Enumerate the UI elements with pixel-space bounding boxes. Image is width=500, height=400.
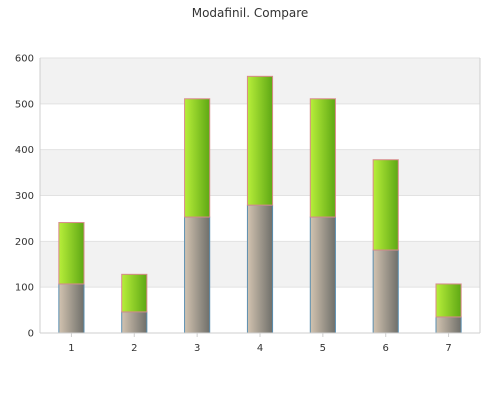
- y-tick-label: 600: [15, 54, 34, 65]
- bar-lower-1[interactable]: [58, 283, 85, 334]
- bar-upper-6[interactable]: [372, 159, 399, 251]
- x-tick-label: 3: [194, 343, 200, 354]
- bar-lower-7[interactable]: [435, 316, 462, 334]
- x-tick-label: 7: [445, 343, 451, 354]
- bar-lower-3[interactable]: [184, 216, 211, 334]
- x-tick-label: 6: [383, 343, 389, 354]
- y-tick-label: 100: [15, 283, 34, 294]
- bar-upper-4[interactable]: [246, 75, 274, 206]
- x-axis: 1 2 3 4 5 6 7: [40, 332, 480, 354]
- bar-lower-6[interactable]: [372, 249, 399, 334]
- x-tick-label: 1: [68, 343, 74, 354]
- y-tick-label: 200: [15, 237, 34, 248]
- bar-upper-3[interactable]: [184, 98, 211, 218]
- bar-lower-4[interactable]: [246, 204, 274, 334]
- x-tick-label: 5: [320, 343, 326, 354]
- y-tick-label: 500: [15, 99, 34, 110]
- y-tick-label: 400: [15, 145, 34, 156]
- y-tick-label: 300: [15, 191, 34, 202]
- bar-lower-2[interactable]: [121, 311, 148, 334]
- x-tick-label: 4: [257, 343, 263, 354]
- x-tick-label: 2: [131, 343, 137, 354]
- chart-title: Modafinil. Compare: [191, 6, 309, 20]
- bar-upper-5[interactable]: [309, 98, 336, 218]
- bar-upper-7[interactable]: [435, 283, 462, 318]
- bar-upper-1[interactable]: [58, 222, 85, 285]
- bar-lower-5[interactable]: [309, 216, 336, 334]
- y-tick-label: 0: [28, 329, 34, 340]
- y-axis: 0 100 200 300 400 500 600: [15, 54, 481, 340]
- bar-upper-2[interactable]: [121, 273, 148, 313]
- bars: [58, 75, 462, 334]
